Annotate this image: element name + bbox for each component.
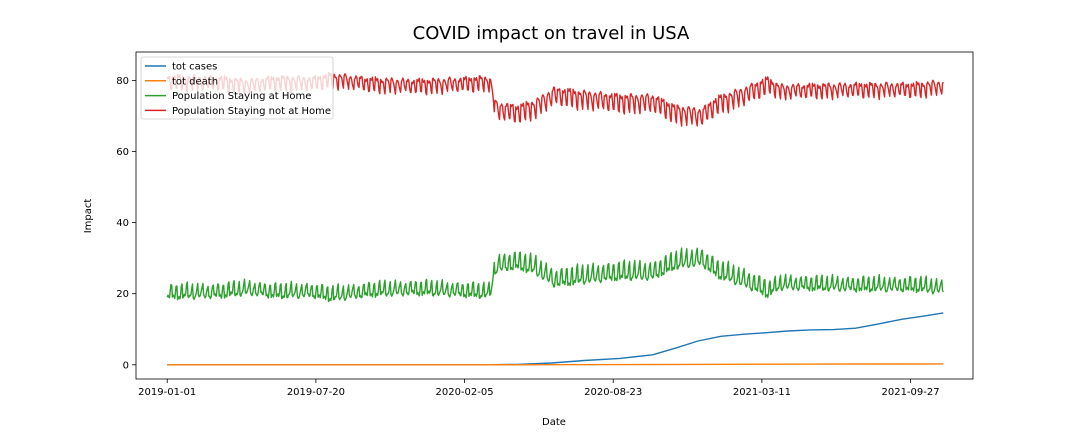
x-tick-label: 2020-08-23	[584, 387, 642, 398]
x-axis-label: Date	[542, 417, 566, 428]
x-tick-label: 2020-02-05	[435, 387, 493, 398]
series-line-2	[167, 363, 944, 366]
x-tick-label: 2021-09-27	[881, 387, 939, 398]
series-line-3	[166, 247, 944, 303]
y-tick-label: 0	[123, 360, 129, 371]
y-tick-label: 40	[116, 218, 129, 229]
legend-label: Population Staying at Home	[172, 91, 311, 102]
y-tick-label: 20	[116, 289, 129, 300]
x-tick-label: 2019-01-01	[138, 387, 196, 398]
y-tick-label: 60	[116, 147, 129, 158]
chart-title: COVID impact on travel in USA	[413, 23, 690, 44]
series-line-1	[167, 312, 944, 366]
x-tick-label: 2021-03-11	[733, 387, 791, 398]
axes-layer: 2019-01-01 2019-07-20 2020-02-05 2020-08-23…	[116, 51, 974, 398]
legend: tot cases tot death Population Staying at …	[140, 56, 334, 120]
y-tick-label: 80	[116, 76, 129, 87]
legend-label: tot cases	[172, 62, 217, 73]
legend-box	[140, 56, 334, 120]
plot-frame	[135, 51, 974, 380]
x-tick-label: 2019-07-20	[287, 387, 345, 398]
legend-label: tot death	[172, 76, 218, 87]
y-axis-label: Impact	[83, 199, 94, 234]
legend-label: Population Staying not at Home	[172, 106, 331, 117]
